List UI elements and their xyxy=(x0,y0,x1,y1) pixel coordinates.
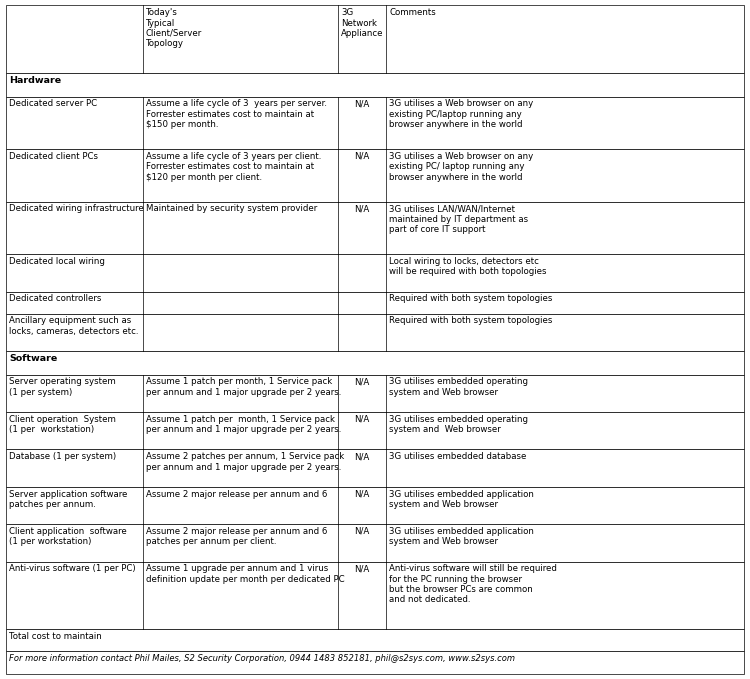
Text: Server application software
patches per annum.: Server application software patches per … xyxy=(9,490,128,509)
Text: N/A: N/A xyxy=(355,204,370,213)
Text: Today's
Typical
Client/Server
Topology: Today's Typical Client/Server Topology xyxy=(146,8,202,48)
Text: Assume 1 patch per month, 1 Service pack
per annum and 1 major upgrade per 2 yea: Assume 1 patch per month, 1 Service pack… xyxy=(146,378,341,397)
Bar xyxy=(6,314,744,351)
Bar xyxy=(6,487,744,524)
Bar xyxy=(6,96,744,149)
Text: 3G utilises a Web browser on any
existing PC/ laptop running any
browser anywher: 3G utilises a Web browser on any existin… xyxy=(389,152,533,182)
Text: Local wiring to locks, detectors etc
will be required with both topologies: Local wiring to locks, detectors etc wil… xyxy=(389,257,547,276)
Text: N/A: N/A xyxy=(355,452,370,461)
Text: N/A: N/A xyxy=(355,564,370,573)
Text: Assume 2 patches per annum, 1 Service pack
per annum and 1 major upgrade per 2 y: Assume 2 patches per annum, 1 Service pa… xyxy=(146,452,344,472)
Text: Required with both system topologies: Required with both system topologies xyxy=(389,294,553,304)
Text: Assume 1 patch per  month, 1 Service pack
per annum and 1 major upgrade per 2 ye: Assume 1 patch per month, 1 Service pack… xyxy=(146,415,341,435)
Bar xyxy=(6,375,744,412)
Bar xyxy=(6,651,744,674)
Text: Dedicated client PCs: Dedicated client PCs xyxy=(9,152,98,161)
Bar xyxy=(6,412,744,449)
Bar xyxy=(6,291,744,314)
Bar xyxy=(6,73,744,96)
Text: Anti-virus software will still be required
for the PC running the browser
but th: Anti-virus software will still be requir… xyxy=(389,564,557,604)
Text: Server operating system
(1 per system): Server operating system (1 per system) xyxy=(9,378,115,397)
Text: Hardware: Hardware xyxy=(9,76,62,85)
Text: N/A: N/A xyxy=(355,152,370,161)
Bar xyxy=(6,524,744,562)
Bar xyxy=(6,149,744,202)
Text: Dedicated wiring infrastructure: Dedicated wiring infrastructure xyxy=(9,204,144,213)
Text: Total cost to maintain: Total cost to maintain xyxy=(9,632,102,641)
Text: Required with both system topologies: Required with both system topologies xyxy=(389,316,553,325)
Bar xyxy=(6,449,744,487)
Text: N/A: N/A xyxy=(355,99,370,109)
Text: Dedicated local wiring: Dedicated local wiring xyxy=(9,257,105,266)
Text: Assume a life cycle of 3 years per client.
Forrester estimates cost to maintain : Assume a life cycle of 3 years per clien… xyxy=(146,152,321,182)
Text: 3G utilises LAN/WAN/Internet
maintained by IT department as
part of core IT supp: 3G utilises LAN/WAN/Internet maintained … xyxy=(389,204,528,234)
Bar xyxy=(6,629,744,651)
Bar xyxy=(6,5,744,73)
Text: Dedicated controllers: Dedicated controllers xyxy=(9,294,101,304)
Text: Ancillary equipment such as
locks, cameras, detectors etc.: Ancillary equipment such as locks, camer… xyxy=(9,316,139,336)
Text: Software: Software xyxy=(9,354,57,363)
Text: Comments: Comments xyxy=(389,8,436,17)
Text: Client operation  System
(1 per  workstation): Client operation System (1 per workstati… xyxy=(9,415,115,435)
Text: N/A: N/A xyxy=(355,490,370,498)
Bar xyxy=(6,351,744,375)
Text: Database (1 per system): Database (1 per system) xyxy=(9,452,116,461)
Text: Assume a life cycle of 3  years per server.
Forrester estimates cost to maintain: Assume a life cycle of 3 years per serve… xyxy=(146,99,326,129)
Text: N/A: N/A xyxy=(355,527,370,536)
Bar xyxy=(6,254,744,291)
Text: 3G utilises embedded database: 3G utilises embedded database xyxy=(389,452,526,461)
Text: Dedicated server PC: Dedicated server PC xyxy=(9,99,98,109)
Text: 3G utilises embedded application
system and Web browser: 3G utilises embedded application system … xyxy=(389,490,534,509)
Bar xyxy=(6,202,744,254)
Text: N/A: N/A xyxy=(355,415,370,424)
Text: Assume 2 major release per annum and 6: Assume 2 major release per annum and 6 xyxy=(146,490,327,498)
Text: Client application  software
(1 per workstation): Client application software (1 per works… xyxy=(9,527,127,547)
Text: Maintained by security system provider: Maintained by security system provider xyxy=(146,204,316,213)
Text: N/A: N/A xyxy=(355,378,370,386)
Text: Assume 2 major release per annum and 6
patches per annum per client.: Assume 2 major release per annum and 6 p… xyxy=(146,527,327,547)
Text: 3G
Network
Appliance: 3G Network Appliance xyxy=(341,8,383,38)
Text: 3G utilises a Web browser on any
existing PC/laptop running any
browser anywhere: 3G utilises a Web browser on any existin… xyxy=(389,99,533,129)
Text: Anti-virus software (1 per PC): Anti-virus software (1 per PC) xyxy=(9,564,136,573)
Text: 3G utilises embedded operating
system and Web browser: 3G utilises embedded operating system an… xyxy=(389,378,528,397)
Text: For more information contact Phil Mailes, S2 Security Corporation, 0944 1483 852: For more information contact Phil Mailes… xyxy=(9,654,515,663)
Text: 3G utilises embedded application
system and Web browser: 3G utilises embedded application system … xyxy=(389,527,534,547)
Text: Assume 1 upgrade per annum and 1 virus
definition update per month per dedicated: Assume 1 upgrade per annum and 1 virus d… xyxy=(146,564,344,584)
Bar xyxy=(6,562,744,629)
Text: 3G utilises embedded operating
system and  Web browser: 3G utilises embedded operating system an… xyxy=(389,415,528,435)
